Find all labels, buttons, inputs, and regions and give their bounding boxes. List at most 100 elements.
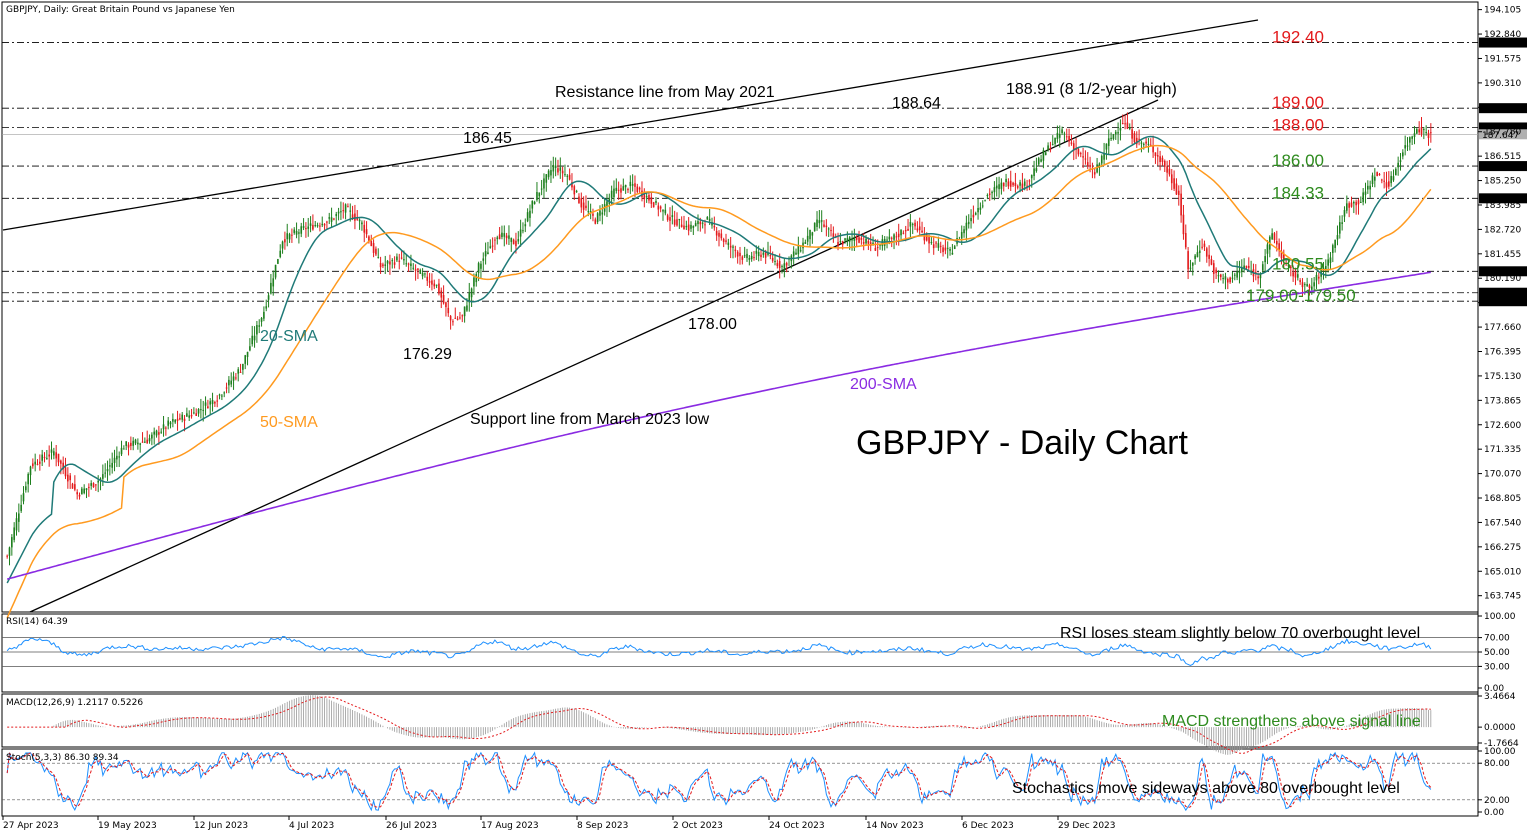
candle-body	[356, 217, 359, 220]
rsi-line	[6, 635, 1432, 667]
candle-body	[1292, 272, 1294, 277]
candle-body	[1222, 277, 1224, 279]
stoch-tick-label: 0.00	[1484, 808, 1504, 818]
level-box-label: 192.389	[1482, 39, 1519, 49]
candle-body	[545, 174, 548, 183]
candle-body	[550, 170, 552, 176]
level-box-label: 180.565	[1482, 268, 1519, 278]
candle-body	[316, 225, 319, 227]
candle-body	[809, 229, 811, 240]
candle-body	[732, 246, 734, 248]
candle-body	[1215, 269, 1217, 274]
candle-body	[274, 264, 277, 278]
candle-body	[995, 185, 998, 189]
candle-body	[559, 167, 562, 171]
candle-body	[1033, 168, 1035, 177]
candle-body	[1035, 168, 1038, 172]
candle-body	[1079, 153, 1082, 155]
candle-body	[1072, 143, 1075, 151]
candle-body	[6, 555, 8, 557]
candle-body	[1007, 181, 1010, 187]
candle-body	[1376, 172, 1378, 177]
candle-body	[928, 237, 930, 244]
candle-body	[1194, 255, 1196, 259]
candle-body	[62, 462, 64, 470]
candle-body	[1201, 246, 1203, 248]
candle-body	[1163, 160, 1166, 167]
candle-body	[1280, 251, 1283, 259]
candle-body	[1306, 284, 1308, 287]
candle-body	[36, 463, 39, 465]
candle-body	[398, 260, 401, 262]
candle-body	[1149, 144, 1152, 146]
candle-body	[370, 241, 373, 247]
candle-body	[503, 233, 506, 237]
price-tick-label: 176.395	[1484, 347, 1521, 357]
candle-body	[459, 317, 461, 319]
candle-body	[384, 264, 387, 266]
candle-body	[760, 254, 762, 258]
price-tick-label: 168.805	[1484, 494, 1521, 504]
candle-body	[1299, 280, 1301, 283]
candle-body	[407, 263, 410, 265]
candle-body	[1107, 138, 1110, 147]
candle-body	[1012, 182, 1014, 186]
candle-body	[393, 262, 396, 265]
rsi-tick-label: 70.00	[1484, 634, 1510, 644]
candle-body	[1350, 202, 1353, 207]
candle-body	[174, 419, 177, 423]
candle-body	[886, 239, 888, 241]
candle-body	[683, 225, 685, 230]
candle-body	[1166, 166, 1168, 173]
candle-body	[606, 201, 608, 208]
candle-body	[1362, 192, 1364, 203]
candle-body	[1119, 127, 1122, 131]
candle-body	[764, 251, 767, 258]
candle-body	[659, 206, 662, 209]
candle-body	[239, 371, 242, 373]
macd-label: MACD(12,26,9) 1.2117 0.5226	[6, 698, 143, 708]
candle-body	[650, 197, 653, 204]
candle-body	[1205, 248, 1208, 257]
candle-body	[195, 413, 198, 416]
candle-body	[489, 246, 492, 248]
candle-body	[330, 217, 333, 222]
candle-body	[433, 283, 436, 287]
candle-body	[167, 420, 170, 426]
support-label: Support line from March 2023 low	[470, 411, 710, 428]
candle-body	[293, 229, 296, 233]
candle-body	[484, 251, 487, 257]
candle-body	[123, 448, 125, 450]
candle-body	[153, 431, 156, 435]
x-tick-label: 24 Oct 2023	[769, 821, 825, 831]
candle-body	[1374, 176, 1376, 181]
candle-body	[986, 195, 989, 197]
low-178-label: 178.00	[688, 316, 737, 333]
candle-body	[302, 226, 305, 228]
candle-body	[1145, 141, 1147, 144]
candle-body	[74, 484, 76, 490]
candle-body	[743, 255, 746, 257]
candle-body	[1077, 148, 1080, 155]
candle-body	[1343, 210, 1346, 217]
candle-body	[216, 400, 219, 402]
level-label: 189.00	[1272, 93, 1324, 112]
candle-body	[795, 252, 797, 255]
candle-body	[601, 212, 604, 215]
candle-body	[671, 215, 674, 218]
candle-body	[1051, 143, 1054, 146]
price-tick-label: 194.105	[1484, 6, 1521, 16]
candle-body	[463, 306, 466, 317]
candle-body	[1068, 136, 1070, 142]
candle-body	[1254, 271, 1257, 273]
candle-body	[1381, 179, 1383, 181]
rsi-tick-label: 100.00	[1484, 612, 1516, 622]
candle-body	[13, 527, 15, 540]
x-tick-label: 2 Oct 2023	[673, 821, 723, 831]
candle-body	[39, 461, 41, 464]
candle-body	[1355, 201, 1357, 206]
candle-body	[214, 402, 216, 404]
sma-200-label: 200-SMA	[850, 376, 917, 393]
candle-body	[118, 456, 121, 458]
candle-body	[1243, 265, 1245, 269]
